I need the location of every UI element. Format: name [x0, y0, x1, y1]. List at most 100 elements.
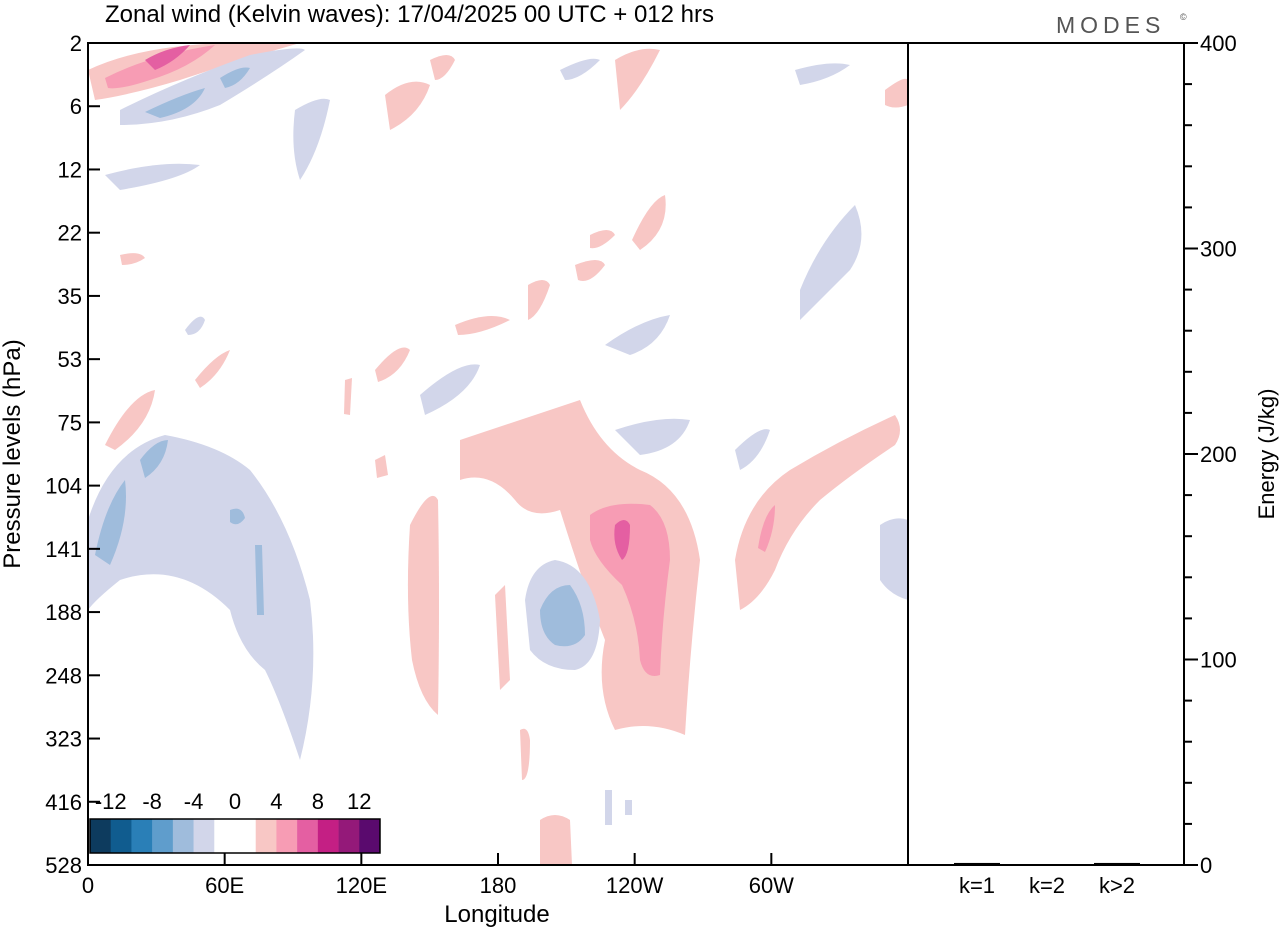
- energy-bars: k=1 k=2 k>2: [954, 862, 1140, 898]
- positive-region: [375, 347, 410, 382]
- positive-region: [344, 378, 352, 415]
- longitude-axis: 0 60E 120E 180 120W 60W: [82, 853, 909, 898]
- colorbar-label: 0: [229, 789, 241, 814]
- positive-region: [575, 260, 605, 281]
- colorbar-swatch: [172, 819, 194, 853]
- negative-region: [220, 67, 250, 88]
- positive-region: [145, 45, 190, 70]
- x-tick-label: 60W: [749, 873, 794, 898]
- y-tick-label: 12: [58, 157, 82, 182]
- negative-region: [185, 316, 205, 335]
- y-tick-label: 188: [45, 600, 82, 625]
- colorbar: -12 -8 -4 0 4 8 12: [89, 789, 381, 854]
- negative-region: [800, 205, 862, 320]
- positive-region: [735, 415, 900, 610]
- negative-region: [95, 480, 126, 565]
- colorbar-swatch: [255, 819, 277, 853]
- positive-region: [590, 503, 670, 676]
- heatmap-field: [88, 43, 908, 865]
- positive-region: [375, 455, 388, 478]
- colorbar-swatch: [214, 819, 236, 853]
- energy-tick-label: 0: [1200, 853, 1212, 878]
- colorbar-swatch: [90, 819, 112, 853]
- y-tick-label: 104: [45, 474, 82, 499]
- positive-region: [407, 495, 439, 715]
- colorbar-swatch: [235, 819, 257, 853]
- negative-region: [605, 315, 670, 355]
- colorbar-swatch: [110, 819, 132, 853]
- energy-tick-label: 100: [1200, 648, 1237, 673]
- pressure-axis: 2 6 12 22 35 53 75 104 141 188 248 323 416 528: [45, 31, 100, 878]
- positive-region: [590, 230, 615, 249]
- negative-region: [795, 63, 850, 85]
- x-tick-label: 60E: [205, 873, 244, 898]
- y-tick-label: 416: [45, 790, 82, 815]
- colorbar-label: 4: [270, 789, 282, 814]
- y-tick-label: 22: [58, 221, 82, 246]
- y-tick-label: 6: [70, 94, 82, 119]
- positive-region: [120, 253, 145, 265]
- y-tick-label: 528: [45, 853, 82, 878]
- energy-tick-label: 400: [1200, 31, 1237, 56]
- colorbar-label: -12: [95, 789, 127, 814]
- colorbar-swatch: [131, 819, 153, 853]
- colorbar-swatch: [297, 819, 319, 853]
- energy-bar: [1024, 865, 1070, 866]
- energy-tick-label: 300: [1200, 237, 1237, 262]
- positive-region: [528, 280, 550, 320]
- y-axis-title: Pressure levels (hPa): [0, 339, 26, 568]
- colorbar-swatch: [359, 819, 381, 853]
- negative-region: [560, 58, 600, 80]
- x-axis-title: Longitude: [444, 901, 549, 928]
- positive-region: [885, 78, 908, 108]
- x-tick-label: 0: [82, 873, 94, 898]
- colorbar-frame: [89, 818, 381, 854]
- energy-category-label: k>2: [1099, 873, 1135, 898]
- colorbar-swatch: [338, 819, 360, 853]
- x-tick-label: 120E: [336, 873, 387, 898]
- negative-region: [615, 418, 690, 455]
- positive-region: [540, 815, 572, 865]
- negative-region: [230, 508, 245, 525]
- colorbar-swatch: [152, 819, 174, 853]
- colorbar-swatch: [276, 819, 298, 853]
- energy-bar: [954, 862, 1000, 865]
- energy-frame: [907, 42, 1185, 866]
- brand-logo: MODES: [1056, 12, 1165, 38]
- y-tick-label: 35: [58, 284, 82, 309]
- y-tick-label: 248: [45, 663, 82, 688]
- chart-title: Zonal wind (Kelvin waves): 17/04/2025 00…: [105, 1, 714, 28]
- negative-region: [145, 88, 205, 118]
- positive-region: [495, 585, 510, 690]
- negative-region: [625, 800, 632, 815]
- negative-region: [255, 545, 264, 615]
- energy-axis-title: Energy (J/kg): [1254, 389, 1279, 520]
- positive-region: [430, 55, 455, 80]
- positive-region: [520, 728, 530, 780]
- colorbar-label: 8: [312, 789, 324, 814]
- brand-mark: ©: [1180, 12, 1192, 22]
- negative-region: [88, 435, 314, 760]
- energy-category-label: k=1: [959, 873, 995, 898]
- colorbar-swatch: [317, 819, 339, 853]
- positive-region: [195, 350, 230, 388]
- positive-region: [105, 390, 155, 450]
- y-tick-label: 53: [58, 347, 82, 372]
- negative-region: [293, 98, 330, 180]
- colorbar-label: -8: [142, 789, 162, 814]
- negative-region: [105, 163, 200, 190]
- positive-region: [632, 195, 666, 250]
- y-tick-label: 2: [70, 31, 82, 56]
- negative-region: [880, 518, 908, 600]
- negative-region: [420, 364, 480, 415]
- positive-region: [455, 316, 510, 335]
- colorbar-label: -4: [184, 789, 204, 814]
- positive-region: [385, 81, 430, 130]
- energy-category-label: k=2: [1029, 873, 1065, 898]
- positive-region: [758, 505, 775, 552]
- negative-region: [605, 790, 612, 825]
- colorbar-swatch: [193, 819, 215, 853]
- negative-region: [540, 585, 585, 647]
- x-tick-label: 180: [480, 873, 517, 898]
- energy-tick-label: 200: [1200, 442, 1237, 467]
